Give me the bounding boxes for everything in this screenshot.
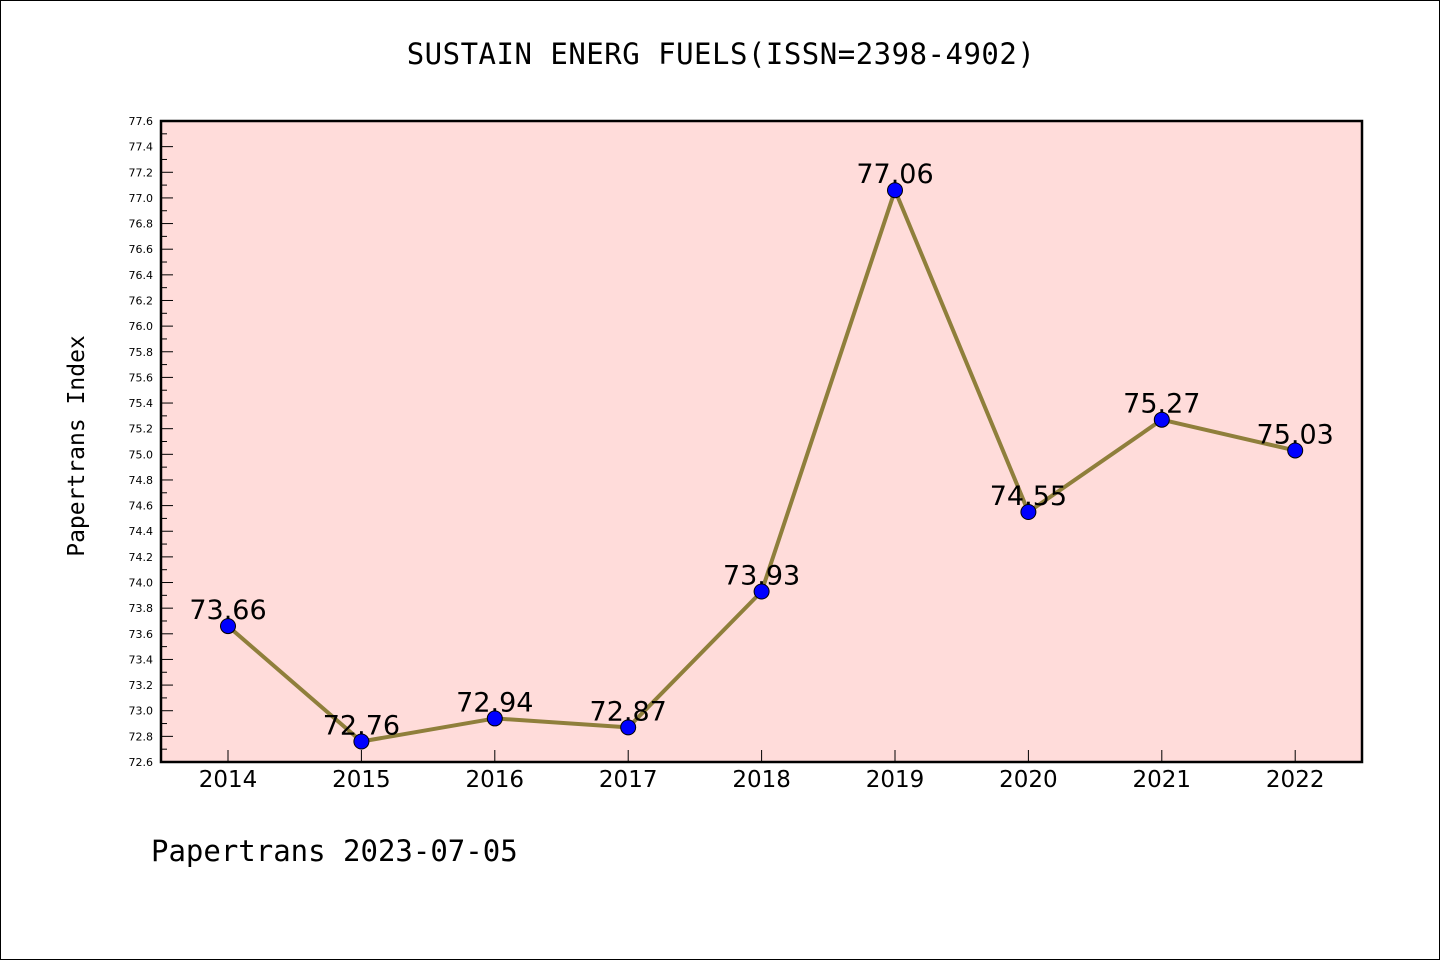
y-tick-label: 73.6 [129,628,154,641]
y-tick-label: 76.0 [129,320,154,333]
data-label: 73.66 [189,595,266,626]
data-point [220,618,236,635]
data-point [1020,504,1037,521]
y-tick-label: 77.0 [129,192,154,205]
data-label: 72.87 [590,696,667,727]
x-tick-label: 2019 [866,767,925,793]
y-tick-label: 74.4 [129,525,154,538]
y-axis-ticks: 72.6 72.8 73.0 73.2 73.4 73.6 73.8 74.0 74.2 74.4… [129,115,173,769]
data-label: 77.06 [856,159,933,190]
x-tick-label: 2016 [466,767,525,793]
x-tick-label: 2021 [1133,767,1192,793]
data-label: 75.03 [1257,419,1334,450]
data-point [620,719,637,736]
data-point [1153,411,1170,428]
y-tick-label: 75.0 [129,448,154,461]
x-tick-label: 2020 [999,767,1058,793]
x-axis-ticks: 2014 2015 2016 2017 2018 2019 2020 2021 2022 [199,750,1325,793]
y-tick-label: 76.6 [129,243,154,256]
data-point [887,182,903,199]
y-tick-label: 75.6 [129,371,154,384]
y-tick-label: 76.8 [129,218,154,231]
data-label: 75.27 [1123,389,1200,420]
y-tick-label: 74.6 [129,500,154,513]
data-label: 73.93 [723,560,800,591]
y-tick-label: 73.8 [129,602,154,615]
y-tick-label: 72.8 [129,730,154,743]
x-tick-label: 2017 [599,767,658,793]
x-tick-label: 2014 [199,767,258,793]
data-labels: 73.66 72.76 72.94 72.87 73.93 77.06 74.55 75.27… [189,159,1333,741]
x-tick-label: 2015 [332,767,391,793]
y-tick-label: 75.2 [129,423,154,436]
data-label: 72.94 [456,687,533,718]
y-tick-label: 74.8 [129,474,154,487]
y-tick-label: 73.2 [129,679,154,692]
y-tick-label: 74.0 [129,577,154,590]
data-point [753,583,770,600]
x-tick-label: 2022 [1266,767,1325,793]
plot-area [161,121,1362,762]
y-tick-label: 77.4 [129,141,154,154]
data-point [353,733,370,750]
footer-note: Papertrans 2023-07-05 [151,834,518,868]
y-tick-label: 76.2 [129,294,154,307]
y-tick-label: 75.4 [129,397,154,410]
chart-title: SUSTAIN ENERG FUELS(ISSN=2398-4902) [406,37,1036,71]
data-label: 72.76 [323,710,400,741]
data-label: 74.55 [990,481,1067,512]
y-tick-label: 77.2 [129,166,154,179]
y-tick-label: 73.0 [129,705,154,718]
data-point [1287,442,1304,459]
y-tick-label: 76.4 [129,269,154,282]
y-tick-label: 74.2 [129,551,154,564]
x-tick-label: 2018 [732,767,791,793]
y-tick-label: 73.4 [129,653,154,666]
y-tick-label: 77.6 [129,115,154,128]
y-tick-label: 75.8 [129,346,154,359]
data-point [486,710,503,727]
data-points [220,182,1304,750]
y-tick-label: 72.6 [129,756,154,769]
plot-border [159,119,1364,764]
